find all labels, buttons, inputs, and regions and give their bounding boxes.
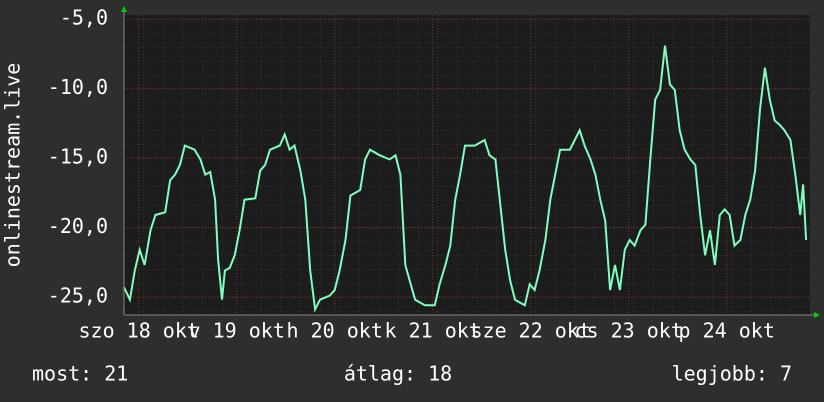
x-tick-label: szo 18 okt (78, 319, 198, 343)
arrow (121, 6, 127, 12)
y-tick-label: -25,0 (48, 283, 108, 307)
x-tick-label: h 20 okt (287, 319, 383, 343)
x-tick-label: cs 23 okt (575, 319, 683, 343)
y-axis-label: onlinestream.live (1, 63, 25, 268)
x-tick-label: sze 22 okt (470, 319, 590, 343)
x-tick-label: v 19 okt (189, 319, 285, 343)
x-tick-label: p 24 okt (679, 319, 775, 343)
stat: átlag: 18 (344, 362, 452, 386)
stat: most: 21 (32, 362, 128, 386)
x-tick-label: k 21 okt (385, 319, 481, 343)
y-tick-label: -10,0 (48, 75, 108, 99)
y-tick-label: -5,0 (60, 6, 108, 30)
line (123, 45, 808, 313)
y-tick-label: -20,0 (48, 214, 108, 238)
stat: legjobb: 7 (672, 362, 792, 386)
arrow (814, 312, 820, 318)
y-tick-label: -15,0 (48, 145, 108, 169)
